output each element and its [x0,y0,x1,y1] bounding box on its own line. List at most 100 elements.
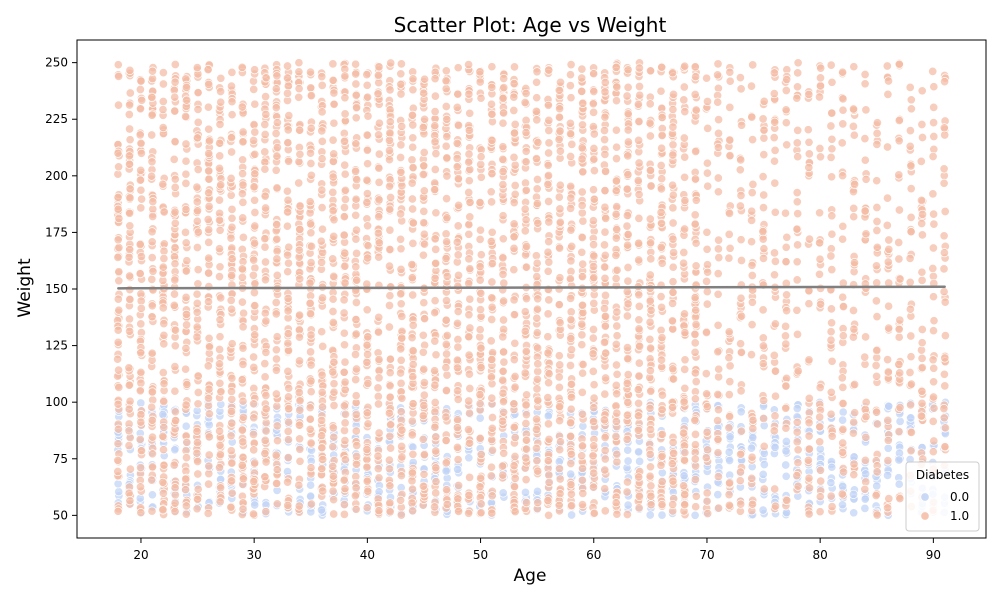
scatter-point-diabetes-1 [374,195,384,205]
scatter-point-diabetes-1 [125,100,135,110]
scatter-point-diabetes-1 [317,327,327,337]
scatter-point-diabetes-1 [454,506,464,516]
scatter-point-diabetes-1 [827,172,837,182]
scatter-point-diabetes-1 [452,318,463,328]
scatter-point-diabetes-1 [498,416,508,426]
scatter-point-diabetes-1 [533,359,543,369]
scatter-point-diabetes-1 [804,137,814,147]
scatter-point-diabetes-1 [170,275,180,285]
scatter-point-diabetes-1 [148,197,158,207]
scatter-point-diabetes-1 [747,260,757,270]
scatter-point-diabetes-1 [362,444,372,455]
scatter-point-diabetes-1 [282,73,293,83]
scatter-point-diabetes-1 [204,450,214,460]
scatter-point-diabetes-1 [363,111,373,121]
scatter-point-diabetes-1 [566,151,576,162]
scatter-point-diabetes-1 [397,452,407,462]
scatter-point-diabetes-1 [475,390,485,400]
scatter-point-diabetes-1 [838,331,848,341]
scatter-point-diabetes-1 [385,181,395,191]
scatter-point-diabetes-1 [408,120,418,130]
scatter-point-diabetes-1 [588,185,599,195]
scatter-point-diabetes-1 [441,458,451,468]
scatter-point-diabetes-1 [294,356,305,366]
scatter-point-diabetes-1 [634,238,644,248]
scatter-point-diabetes-1 [430,502,440,512]
scatter-point-diabetes-1 [543,100,553,110]
scatter-point-diabetes-1 [453,63,463,73]
scatter-point-diabetes-1 [476,343,486,353]
scatter-point-diabetes-1 [351,459,362,469]
scatter-point-diabetes-1 [384,145,395,156]
scatter-point-diabetes-1 [611,250,621,260]
scatter-point-diabetes-0 [770,442,780,452]
scatter-point-diabetes-1 [374,373,384,383]
scatter-point-diabetes-1 [532,198,542,209]
scatter-point-diabetes-1 [328,206,338,216]
scatter-point-diabetes-1 [565,81,575,91]
scatter-point-diabetes-1 [408,133,418,143]
scatter-point-diabetes-1 [464,220,474,230]
scatter-point-diabetes-1 [600,250,610,260]
scatter-point-diabetes-1 [566,392,577,402]
scatter-point-diabetes-1 [543,309,553,319]
scatter-point-diabetes-1 [657,302,667,312]
scatter-point-diabetes-1 [203,65,213,75]
scatter-point-diabetes-1 [826,152,836,162]
scatter-point-diabetes-1 [555,445,565,455]
scatter-point-diabetes-1 [578,368,588,378]
scatter-point-diabetes-1 [170,182,180,192]
scatter-point-diabetes-1 [759,150,769,160]
scatter-point-diabetes-1 [306,387,316,397]
scatter-point-diabetes-1 [533,395,543,405]
scatter-point-diabetes-1 [352,102,362,113]
scatter-point-diabetes-1 [635,341,645,351]
scatter-point-diabetes-1 [283,366,293,376]
scatter-point-diabetes-1 [781,423,791,433]
scatter-point-diabetes-1 [577,300,588,310]
scatter-point-diabetes-1 [170,137,180,147]
scatter-point-diabetes-1 [702,427,712,437]
scatter-point-diabetes-1 [272,246,282,256]
scatter-point-diabetes-1 [465,294,475,304]
scatter-point-diabetes-1 [646,181,656,191]
scatter-point-diabetes-1 [272,220,282,230]
scatter-point-diabetes-1 [758,253,769,263]
scatter-point-diabetes-1 [679,95,689,105]
scatter-point-diabetes-1 [329,432,339,442]
scatter-point-diabetes-1 [702,96,713,107]
scatter-point-diabetes-1 [317,464,327,474]
scatter-point-diabetes-1 [600,454,610,464]
scatter-point-diabetes-1 [566,193,576,203]
scatter-point-diabetes-1 [420,114,430,124]
scatter-point-diabetes-1 [373,451,383,461]
scatter-point-diabetes-1 [781,403,791,413]
scatter-point-diabetes-1 [192,298,202,308]
scatter-point-diabetes-1 [374,354,384,365]
scatter-point-diabetes-1 [250,65,260,75]
scatter-point-diabetes-0 [635,456,645,466]
scatter-point-diabetes-1 [328,294,338,304]
scatter-point-diabetes-1 [498,366,508,376]
scatter-point-diabetes-1 [714,364,724,374]
scatter-point-diabetes-1 [499,278,509,288]
scatter-point-diabetes-1 [203,102,213,112]
scatter-point-diabetes-1 [318,486,328,496]
scatter-point-diabetes-1 [600,77,610,88]
scatter-point-diabetes-1 [340,418,350,428]
scatter-point-diabetes-1 [181,139,191,149]
scatter-point-diabetes-1 [124,404,134,414]
scatter-point-diabetes-1 [419,229,429,239]
scatter-point-diabetes-1 [611,154,622,164]
scatter-point-diabetes-1 [441,141,451,151]
scatter-point-diabetes-1 [476,288,486,298]
scatter-point-diabetes-0 [758,505,768,515]
scatter-point-diabetes-1 [114,305,124,315]
scatter-point-diabetes-1 [645,449,655,459]
scatter-point-diabetes-1 [181,309,192,319]
scatter-point-diabetes-1 [147,402,157,412]
scatter-point-diabetes-1 [589,240,599,250]
scatter-point-diabetes-1 [135,175,145,185]
scatter-point-diabetes-1 [351,483,361,493]
scatter-point-diabetes-1 [713,173,723,183]
